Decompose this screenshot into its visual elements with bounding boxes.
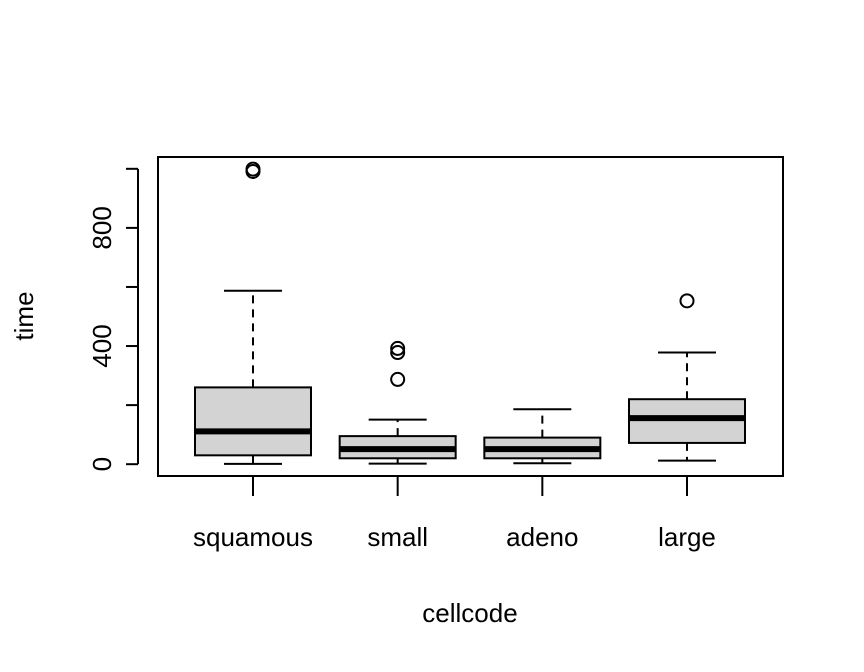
outlier-point	[245, 161, 261, 177]
plot-area	[194, 161, 746, 465]
box-squamous	[194, 161, 312, 465]
y-axis: 0 400 800	[87, 167, 139, 471]
y-axis-label: time	[9, 291, 39, 340]
x-tick-label: adeno	[506, 522, 578, 552]
plot-frame	[157, 156, 784, 477]
outlier-point	[390, 371, 406, 387]
outlier-point	[679, 293, 695, 309]
x-tick-label: squamous	[193, 522, 313, 552]
x-tick-label: large	[658, 522, 716, 552]
outlier-point	[390, 345, 406, 361]
x-tick-label: small	[367, 522, 428, 552]
x-axis: squamous small adeno large	[193, 476, 716, 552]
box-small	[338, 340, 457, 465]
box-large	[628, 293, 746, 462]
iqr-box	[194, 386, 312, 457]
y-tick-label: 800	[87, 206, 117, 249]
outlier-point	[390, 340, 406, 356]
x-axis-label: cellcode	[422, 598, 517, 628]
box-adeno	[483, 408, 602, 465]
y-tick-label: 400	[87, 324, 117, 367]
y-tick-label: 0	[87, 457, 117, 471]
